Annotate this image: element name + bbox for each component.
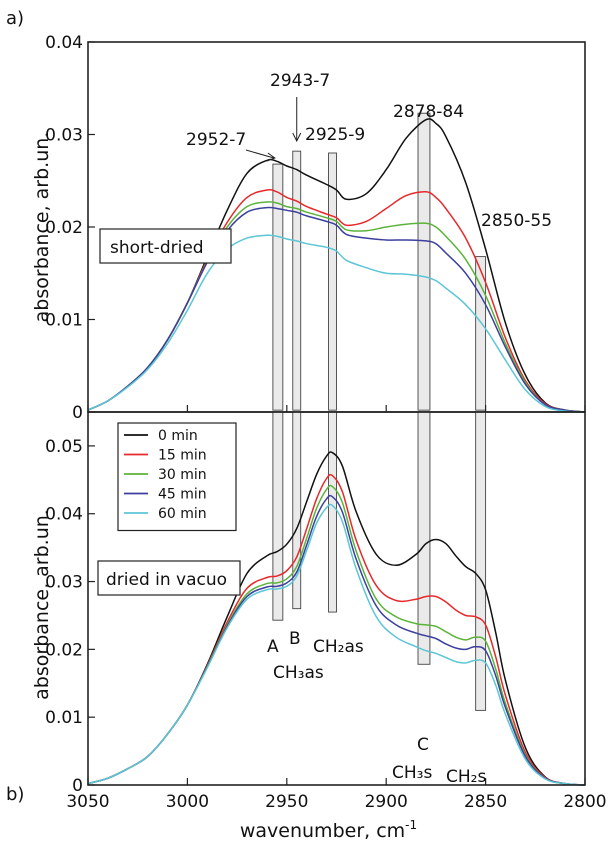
y-tick-label: 0.05 (45, 437, 83, 457)
x-axis-title-superscript: -1 (405, 818, 417, 832)
band-label-a: A (267, 637, 279, 657)
annotation-2878-84: 2878-84 (393, 102, 464, 122)
series-line-45-min-panel-a (87, 206, 586, 413)
y-tick-label: 0 (72, 403, 83, 423)
annotation-arrow-2952-7 (245, 149, 276, 162)
panel-a-y-ticks: 0 0.01 0.02 0.03 0.04 (45, 33, 95, 423)
panel-a-bands (272, 112, 487, 411)
panel-b: 0 0.01 0.02 0.03 0.04 0.05 3050 3000 2950 2900 28… (6, 405, 607, 812)
y-tick-label: 0 (72, 776, 83, 796)
panel-b-condition-box: dried in vacuo (97, 560, 241, 596)
band-a-panel-a (272, 163, 284, 411)
x-tick-label: 2950 (265, 792, 308, 812)
x-tick-label: 2850 (464, 792, 507, 812)
legend-label-0-min: 0 min (158, 428, 198, 444)
x-axis-ticks: 3050 3000 2950 2900 2850 2800 (66, 405, 607, 812)
legend-label-45-min: 45 min (158, 487, 207, 503)
panel-b-series-lines (87, 451, 586, 786)
panel-b-y-ticks: 0 0.01 0.02 0.03 0.04 0.05 (45, 437, 95, 796)
panel-a-y-axis-title: absorbance, arb.un. (31, 132, 53, 323)
legend-label-30-min: 30 min (158, 467, 207, 483)
x-tick-label: 2800 (563, 792, 606, 812)
band-c-panel-b (417, 411, 431, 665)
x-tick-label: 2900 (365, 792, 408, 812)
panel-a-tag: a) (6, 8, 24, 29)
band-b-panel-a (292, 150, 302, 411)
panel-b-frame (87, 411, 586, 786)
annotation-arrow-2943-7 (292, 97, 302, 143)
y-tick-label: 0.02 (45, 218, 83, 238)
annotation-2850-55: 2850-55 (481, 211, 552, 231)
band-label-ch2s: CH₂s (446, 767, 486, 787)
series-line-60-min-panel-b (87, 503, 586, 786)
x-tick-label: 3050 (66, 792, 109, 812)
panel-a-condition-box: short-dried (99, 228, 232, 264)
y-tick-label: 0.01 (45, 708, 83, 728)
annotation-2925-9: 2925-9 (305, 125, 365, 145)
y-tick-label: 0.04 (45, 505, 83, 525)
annotation-2943-7: 2943-7 (270, 71, 330, 91)
band-label-ch3s: CH₃s (392, 763, 432, 783)
band-c-panel-a (417, 112, 431, 411)
panel-a-annotations: 2952-7 2943-7 2925-9 2878-84 2850-55 (186, 71, 552, 231)
y-tick-label: 0.03 (45, 573, 83, 593)
panel-b-band-labels: A B CH₃as CH₂as C CH₃s CH₂s (267, 629, 486, 787)
y-tick-label: 0.02 (45, 640, 83, 660)
band-ch2as-panel-a (328, 152, 337, 411)
y-tick-label: 0.03 (45, 126, 83, 146)
y-tick-label: 0.04 (45, 33, 83, 53)
legend: 0 min 15 min 30 min 45 min 60 min (117, 422, 237, 532)
legend-label-15-min: 15 min (158, 448, 207, 464)
band-ch2s-panel-b (475, 411, 487, 711)
panel-a-condition-label: short-dried (110, 238, 204, 258)
annotation-2952-7: 2952-7 (186, 130, 246, 150)
panel-b-condition-label: dried in vacuo (106, 570, 227, 590)
panel-a-series-lines (87, 118, 586, 413)
band-label-b: B (289, 629, 301, 649)
band-ch2s-panel-a (475, 256, 487, 411)
panel-a: 0 0.01 0.02 0.03 0.04 a) absorbance, arb.un.… (6, 8, 586, 423)
x-axis-title: wavenumber, cm-1 (240, 818, 417, 842)
legend-label-60-min: 60 min (158, 506, 207, 522)
band-ch2as-panel-b (328, 411, 337, 613)
panel-b-tag: b) (6, 784, 24, 805)
series-line-60-min-panel-a (87, 234, 586, 413)
band-label-ch2as: CH₂as (313, 637, 364, 657)
band-label-c: C (417, 735, 429, 755)
band-label-ch3as: CH₃as (273, 663, 324, 683)
y-tick-label: 0.01 (45, 311, 83, 331)
panel-b-y-axis-title: absorbance, arb.un. (31, 509, 53, 700)
x-tick-label: 3000 (166, 792, 209, 812)
x-axis-title-text: wavenumber, cm (240, 820, 405, 842)
